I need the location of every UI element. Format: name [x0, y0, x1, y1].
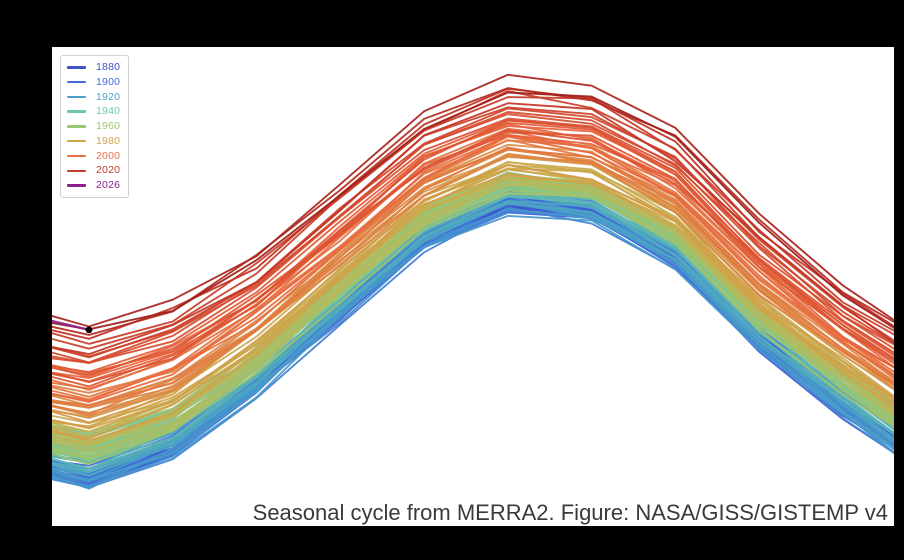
year-line-2018 — [52, 106, 894, 359]
year-line-2004 — [52, 135, 894, 403]
year-line-2011 — [52, 131, 894, 388]
year-line-1916 — [52, 214, 894, 488]
year-line-2024 — [52, 73, 894, 328]
year-line-1966 — [52, 189, 894, 457]
year-line-2013 — [52, 129, 894, 384]
legend-label: 2000 — [96, 149, 121, 162]
legend-swatch — [67, 125, 86, 128]
year-line-2026 — [52, 319, 90, 332]
legend-item: 1940 — [67, 106, 128, 118]
year-line-1923 — [52, 201, 894, 477]
year-line-2016 — [52, 111, 894, 364]
legend-label: 1960 — [96, 120, 121, 133]
year-line-1975 — [52, 182, 894, 446]
year-line-2023 — [52, 87, 894, 336]
legend-item: 1920 — [67, 91, 128, 103]
legend-swatch — [67, 110, 86, 113]
legend-label: 1900 — [96, 75, 121, 88]
legend-swatch — [67, 66, 86, 69]
legend-swatch — [67, 95, 86, 99]
legend-swatch — [67, 80, 86, 84]
year-line-2001 — [52, 133, 894, 398]
latest-month-dot — [85, 326, 93, 334]
legend-item: 1980 — [67, 135, 128, 147]
legend-label: 2026 — [96, 179, 121, 192]
legend-item: 1880 — [67, 61, 128, 73]
legend-label: 2020 — [96, 164, 121, 177]
year-line-2025 — [52, 91, 894, 331]
legend-swatch — [67, 154, 86, 158]
plot-area: 1880 1900 1920 1940 1960 1980 2000 2020 2026 Sea… — [52, 47, 894, 526]
year-line-1987 — [52, 163, 894, 430]
year-line-2005 — [52, 135, 894, 402]
legend-label: 1880 — [96, 61, 121, 74]
legend-item: 2020 — [67, 165, 128, 177]
seasonal-cycle-chart — [52, 73, 894, 490]
year-line-1969 — [52, 182, 894, 460]
legend-item: 1900 — [67, 76, 128, 88]
legend-swatch — [67, 140, 86, 143]
legend-label: 1940 — [96, 105, 121, 118]
year-line-1985 — [52, 168, 894, 442]
year-line-1965 — [52, 192, 894, 466]
year-line-2014 — [52, 117, 894, 364]
year-line-1995 — [52, 154, 894, 417]
legend-label: 1980 — [96, 134, 121, 147]
year-line-2021 — [52, 102, 894, 356]
year-line-2017 — [52, 107, 894, 358]
year-line-1926 — [52, 195, 894, 474]
legend-item: 1960 — [67, 120, 128, 132]
legend-label: 1920 — [96, 90, 121, 103]
legend-swatch — [67, 184, 86, 187]
legend-item: 2026 — [67, 180, 128, 192]
year-line-2000 — [52, 147, 894, 406]
legend: 1880 1900 1920 1940 1960 1980 2000 2020 2026 — [60, 55, 129, 198]
year-line-1997 — [52, 146, 894, 416]
legend-item: 2000 — [67, 150, 128, 162]
figure-caption: Seasonal cycle from MERRA2. Figure: NASA… — [252, 499, 888, 525]
legend-swatch — [67, 169, 86, 172]
year-line-2009 — [52, 119, 894, 373]
year-line-1986 — [52, 173, 894, 440]
year-line-1978 — [52, 178, 894, 447]
